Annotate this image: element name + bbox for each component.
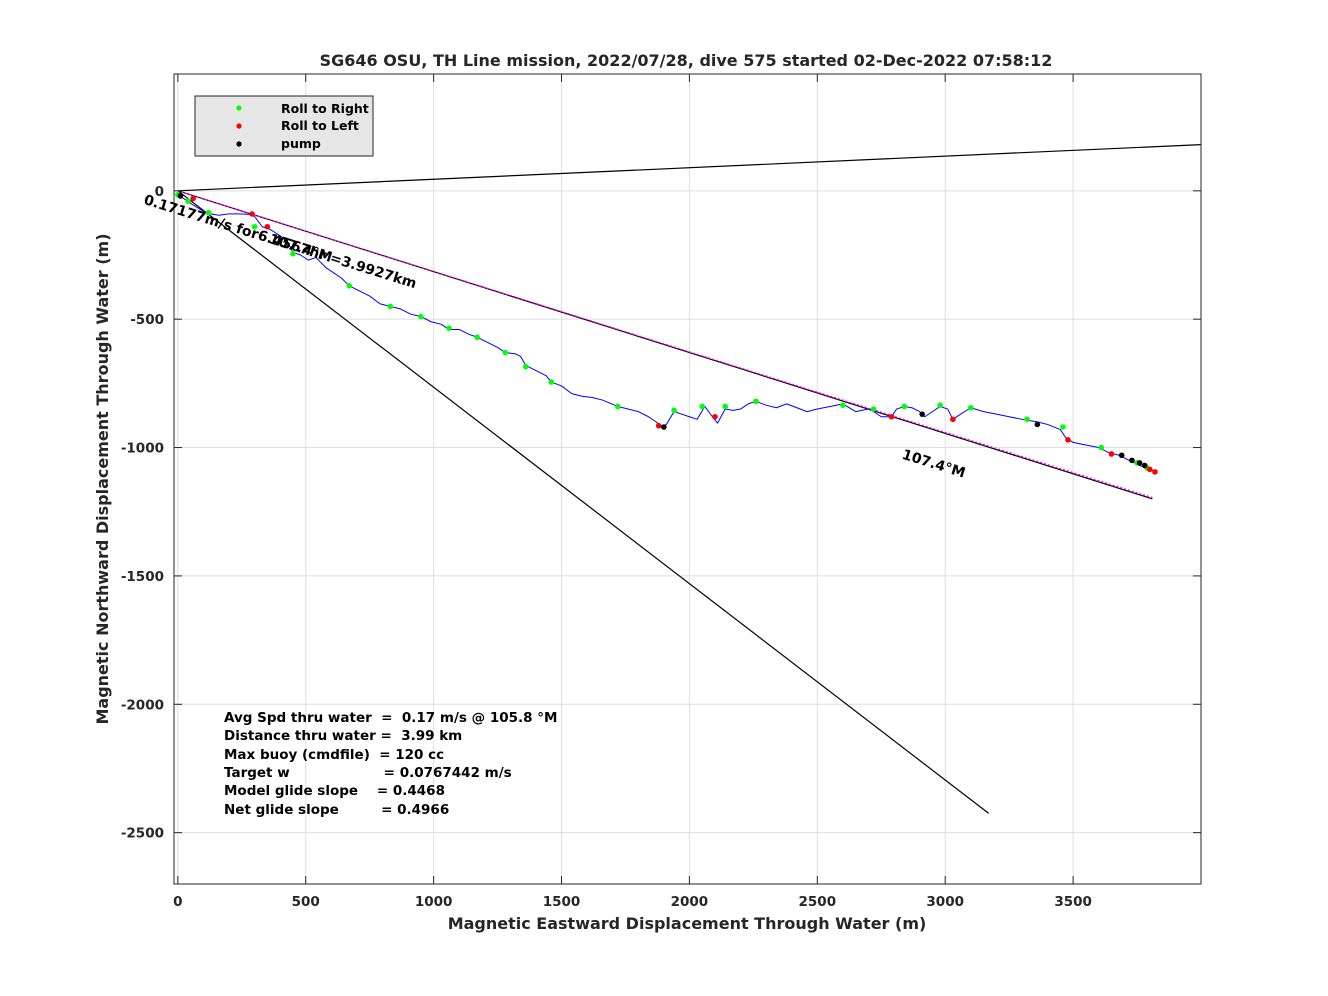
roll-left-point [264, 223, 271, 230]
roll-right-point [522, 363, 529, 370]
pump-point [1141, 462, 1148, 469]
stat-distance: Distance thru water = 3.99 km [224, 728, 462, 744]
roll-right-point [614, 403, 621, 410]
roll-right-point [502, 349, 509, 356]
ticks: 0 500 1000 1500 2000 2500 3000 3500 0 -500 -1000 -1… [121, 74, 1201, 910]
y-tick-label: -500 [130, 312, 164, 328]
stat-net-glide-slope: Net glide slope = 0.4966 [224, 802, 449, 818]
roll-left-point [249, 211, 255, 217]
roll-right-point [346, 283, 353, 289]
roll-right-point [1060, 424, 1066, 430]
roll-right-point [901, 403, 908, 410]
stat-avg-speed: Avg Spd thru water = 0.17 m/s @ 105.8 °M [224, 710, 557, 726]
roll-right-point [967, 404, 974, 411]
reference-line [177, 190, 1153, 499]
roll-right-point [840, 402, 846, 408]
plot-frame [173, 73, 1202, 885]
y-tick-label: -2000 [121, 697, 164, 713]
grid [174, 74, 1201, 884]
y-tick-label: -1500 [121, 569, 164, 585]
reference-line [177, 190, 1153, 500]
roll-right-point [290, 250, 296, 257]
pump-point [919, 411, 925, 417]
x-tick-label: 3500 [1054, 894, 1092, 910]
chart-title: SG646 OSU, TH Line mission, 2022/07/28, … [320, 51, 1053, 70]
roll-right-point [870, 406, 877, 412]
roll-right-point [1024, 416, 1030, 423]
x-axis-label: Magnetic Eastward Displacement Through W… [448, 914, 927, 933]
track-line [177, 194, 1158, 472]
pump-point [177, 193, 184, 199]
x-tick-label: 3000 [926, 894, 964, 910]
pump-point [1136, 460, 1143, 466]
legend-marker-roll-left [236, 123, 242, 129]
x-tick-label: 2500 [799, 894, 837, 910]
roll-right-point [251, 223, 258, 230]
legend-label-pump: pump [281, 136, 321, 151]
pump-point [1129, 457, 1135, 464]
reference-line [177, 144, 1202, 192]
roll-right-point [205, 209, 212, 216]
roll-right-point [387, 303, 393, 310]
legend-label-roll-right: Roll to Right [281, 101, 369, 116]
roll-left-point [190, 195, 196, 202]
roll-left-point [1065, 437, 1071, 443]
y-tick-label: -2500 [121, 826, 164, 842]
stat-model-glide-slope: Model glide slope = 0.4468 [224, 783, 445, 799]
roll-left-point [950, 416, 956, 423]
roll-right-point [418, 313, 424, 320]
x-tick-label: 2000 [671, 894, 709, 910]
pump-point [1118, 452, 1125, 459]
roll-left-point [1152, 469, 1158, 475]
roll-right-point [937, 402, 943, 408]
roll-right-point [474, 334, 480, 340]
stat-target-w: Target w = 0.0767442 m/s [224, 765, 512, 781]
legend-label-roll-left: Roll to Left [281, 118, 359, 133]
y-tick-label: 0 [155, 184, 164, 200]
reference-lines [177, 144, 1202, 814]
roll-right-point [671, 407, 677, 414]
roll-right-point [753, 398, 759, 405]
roll-left-point [1108, 451, 1115, 457]
roll-right-point [548, 379, 555, 385]
roll-left-point [888, 413, 895, 420]
roll-left-point [712, 413, 718, 420]
x-tick-label: 1000 [415, 894, 453, 910]
pump-point [1034, 421, 1041, 428]
y-axis-label: Magnetic Northward Displacement Through … [93, 233, 112, 724]
legend-marker-pump [236, 141, 242, 147]
annotations: 0.17177m/s for6.4567hr =3.9927km107.4°M1… [142, 192, 967, 481]
x-tick-label: 500 [292, 894, 320, 910]
legend-marker-roll-right [236, 105, 242, 111]
event-markers [175, 191, 1158, 475]
pump-point [661, 424, 667, 430]
reference-line [177, 190, 990, 814]
roll-right-point [722, 403, 729, 410]
roll-left-point [1147, 466, 1153, 473]
roll-right-point [699, 403, 706, 410]
roll-right-point [185, 198, 191, 204]
roll-right-point [446, 325, 452, 331]
stats-block: Avg Spd thru water = 0.17 m/s @ 105.8 °M… [224, 710, 557, 818]
stat-max-buoy: Max buoy (cmdfile) = 120 cc [224, 747, 444, 763]
roll-right-point [1098, 444, 1105, 451]
x-tick-label: 1500 [543, 894, 581, 910]
annotation-label: 107.4°M [900, 447, 967, 482]
roll-left-point [655, 422, 662, 429]
legend: Roll to Right Roll to Left pump [194, 95, 374, 157]
track-series [177, 194, 1158, 472]
legend-box [194, 95, 374, 157]
y-tick-label: -1000 [121, 441, 164, 457]
x-tick-label: 0 [173, 894, 182, 910]
